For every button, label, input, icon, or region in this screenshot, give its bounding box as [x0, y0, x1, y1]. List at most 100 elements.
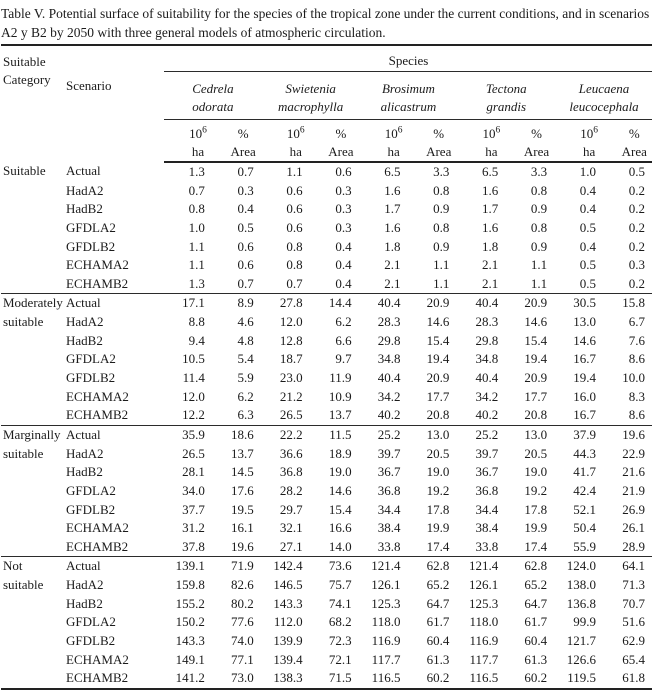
value-cell: 6.3	[237, 407, 254, 423]
scenario-cell: GFDLA2	[66, 351, 116, 367]
value-cell: 1.7	[384, 201, 401, 217]
value-cell: 16.7	[573, 407, 597, 423]
category-group: Marginally suitable Actual 35.9 18.6 22.2 11.…	[1, 424, 652, 557]
value-cell: 0.8	[530, 182, 548, 198]
value-cell: 2.1	[481, 257, 499, 273]
scenario-cell: GFDLB2	[66, 501, 116, 517]
value-cell: 6.6	[335, 332, 352, 348]
scenario-cell: ECHAMB2	[66, 538, 129, 554]
value-cell: 1.6	[384, 182, 401, 198]
scenario-cell: HadA2	[66, 445, 104, 461]
scenario-cell: Actual	[64, 556, 164, 577]
unit-header-percent-area: % Area	[408, 119, 458, 163]
scenario-cell: HadB2	[66, 464, 103, 480]
value-cell: 41.7	[573, 464, 597, 480]
value-cell: 138.0	[566, 577, 597, 593]
value-cell: 19.0	[328, 464, 352, 480]
table-row: GFDLB2 11.4 5.9 23.0 11.9 40.4 20.9 40.4 20.9 19.…	[1, 369, 652, 388]
value-cell: 73.0	[231, 670, 254, 686]
value-cell: 4.6	[237, 314, 254, 330]
value-cell: 117.7	[371, 651, 401, 667]
table-row: GFDLB2 143.3 74.0 139.9 72.3 116.9 60.4 116.9 60…	[1, 632, 652, 651]
value-cell: 0.6	[237, 257, 254, 273]
value-cell: 21.9	[622, 482, 645, 498]
value-cell: 10.5	[182, 351, 205, 367]
value-cell: 8.9	[212, 293, 262, 314]
category-group: Not suitable Actual 139.1 71.9 142.4 73.6 121.…	[1, 556, 652, 689]
table-row: Moderately suitable Actual 17.1 8.9 27.8 14.4…	[1, 293, 652, 426]
unit-area-label: Area	[621, 143, 647, 159]
value-cell: 116.9	[469, 633, 499, 649]
value-cell: 62.8	[408, 556, 458, 577]
value-cell: 19.2	[426, 482, 450, 498]
value-cell: 9.7	[335, 351, 352, 367]
value-cell: 126.1	[371, 577, 401, 593]
value-cell: 143.3	[273, 595, 303, 611]
value-cell: 0.3	[335, 182, 352, 198]
table-row: ECHAMA2 1.1 0.6 0.8 0.4 2.1 1.1 2.1 1.1 0.5 0.3	[1, 256, 652, 275]
header-species: Species	[164, 45, 652, 72]
unit-percent-sign: %	[628, 125, 640, 141]
value-cell: 64.7	[426, 595, 450, 611]
value-cell: 60.2	[524, 670, 548, 686]
value-cell: 118.0	[469, 614, 499, 630]
category-cell: Suitable	[3, 163, 46, 178]
value-cell: 36.8	[377, 482, 401, 498]
value-cell: 26.1	[622, 520, 645, 536]
value-cell: 0.6	[286, 219, 303, 235]
value-cell: 15.4	[328, 501, 352, 517]
value-cell: 64.7	[524, 595, 548, 611]
unit-header-percent-area: % Area	[604, 119, 652, 163]
table-row: ECHAMB2 12.2 6.3 26.5 13.7 40.2 20.8 40.2 20.8 16…	[1, 406, 652, 425]
value-cell: 35.9	[164, 424, 213, 445]
scenario-cell: HadB2	[66, 201, 103, 217]
value-cell: 17.4	[426, 538, 450, 554]
value-cell: 33.8	[475, 538, 499, 554]
value-cell: 27.1	[279, 538, 303, 554]
value-cell: 0.8	[530, 219, 548, 235]
table-row: ECHAMA2 149.1 77.1 139.4 72.1 117.7 61.3 117.7 6…	[1, 651, 652, 670]
scenario-cell: HadA2	[66, 182, 104, 198]
value-cell: 116.5	[469, 670, 499, 686]
species-name-line2: macrophylla	[278, 98, 344, 114]
value-cell: 0.2	[628, 238, 645, 254]
value-cell: 12.2	[182, 407, 205, 423]
unit-ha-label: ha	[387, 143, 400, 159]
value-cell: 34.2	[377, 388, 401, 404]
value-cell: 0.4	[335, 238, 352, 254]
value-cell: 40.2	[475, 407, 499, 423]
value-cell: 125.3	[468, 595, 499, 611]
value-cell: 14.0	[328, 538, 352, 554]
value-cell: 11.9	[329, 370, 352, 386]
table-row: ECHAMA2 12.0 6.2 21.2 10.9 34.2 17.7 34.2 17.7 16…	[1, 388, 652, 407]
value-cell: 19.2	[524, 482, 548, 498]
value-cell: 8.6	[628, 407, 645, 423]
value-cell: 1.1	[188, 238, 205, 254]
value-cell: 21.2	[279, 388, 303, 404]
value-cell: 61.3	[426, 651, 450, 667]
value-cell: 0.2	[628, 275, 645, 291]
value-cell: 19.6	[604, 424, 652, 445]
value-cell: 37.7	[182, 501, 205, 517]
value-cell: 28.3	[475, 314, 499, 330]
value-cell: 74.0	[231, 633, 254, 649]
value-cell: 40.4	[359, 293, 409, 314]
unit-ha-base: 10	[384, 125, 398, 141]
value-cell: 0.6	[286, 182, 303, 198]
value-cell: 12.8	[279, 332, 303, 348]
value-cell: 52.1	[573, 501, 597, 517]
value-cell: 61.7	[426, 614, 450, 630]
value-cell: 19.0	[426, 464, 450, 480]
value-cell: 10.0	[622, 370, 645, 386]
value-cell: 6.2	[237, 388, 254, 404]
category-cell: Not suitable	[1, 556, 64, 689]
scenario-cell: ECHAMA2	[66, 520, 129, 536]
value-cell: 61.7	[524, 614, 548, 630]
value-cell: 139.1	[164, 556, 213, 577]
value-cell: 118.0	[371, 614, 401, 630]
value-cell: 0.5	[579, 257, 597, 273]
value-cell: 121.7	[566, 633, 597, 649]
value-cell: 6.7	[628, 314, 645, 330]
table-caption: Table V. Potential surface of suitabilit…	[1, 6, 650, 40]
value-cell: 13.7	[231, 445, 254, 461]
